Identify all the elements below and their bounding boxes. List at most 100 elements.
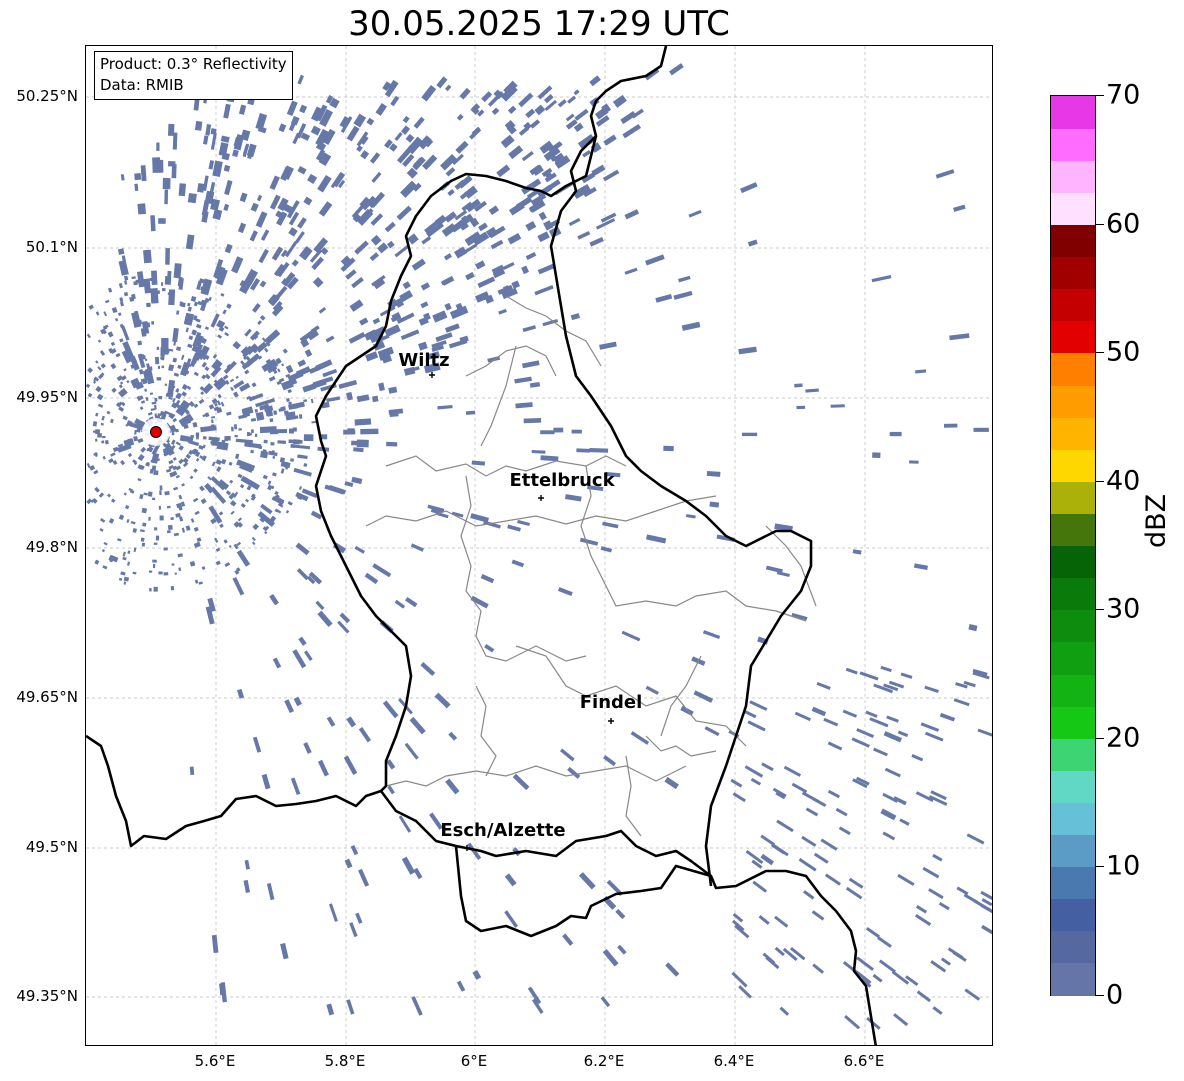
echo-cell bbox=[266, 882, 275, 901]
echo-cell bbox=[272, 495, 285, 505]
echo-cell bbox=[182, 457, 189, 464]
radar-map[interactable] bbox=[85, 45, 993, 1046]
echo-cell bbox=[386, 240, 395, 249]
canton-borders bbox=[365, 295, 817, 837]
echo-cell bbox=[123, 275, 129, 281]
echo-cell bbox=[351, 476, 363, 485]
colorbar-tick-label: 70 bbox=[1106, 79, 1141, 111]
echo-cell bbox=[95, 385, 102, 393]
echo-cell bbox=[484, 644, 495, 653]
lon-label: 6.2°E bbox=[583, 1052, 625, 1070]
echo-cell bbox=[188, 335, 194, 341]
echo-cell bbox=[238, 414, 248, 420]
echo-cell bbox=[370, 213, 384, 226]
echo-cell bbox=[286, 200, 300, 219]
echo-cell bbox=[525, 251, 537, 260]
echo-cell bbox=[138, 369, 144, 375]
echo-cell bbox=[353, 113, 367, 128]
echo-cell bbox=[261, 358, 278, 373]
echo-cell bbox=[938, 901, 950, 911]
echo-cell bbox=[872, 452, 881, 459]
echo-cell bbox=[259, 450, 269, 459]
colorbar-tick bbox=[1096, 737, 1104, 739]
echo-cell bbox=[178, 494, 183, 500]
echo-cell bbox=[290, 458, 295, 462]
echo-cell bbox=[119, 338, 124, 343]
echo-cell bbox=[237, 222, 247, 234]
echo-cell bbox=[758, 915, 770, 925]
echo-cell bbox=[278, 123, 287, 133]
echo-cell bbox=[164, 383, 168, 386]
echo-cell bbox=[315, 149, 326, 161]
echo-cell bbox=[259, 404, 270, 411]
colorbar-segment bbox=[1051, 962, 1095, 996]
echo-cell bbox=[882, 831, 896, 841]
echo-cell bbox=[315, 600, 325, 611]
colorbar-segment bbox=[1051, 930, 1095, 964]
echo-cell bbox=[470, 595, 489, 609]
colorbar-segment bbox=[1051, 352, 1095, 386]
echo-cell bbox=[591, 164, 606, 177]
echo-cell bbox=[230, 386, 234, 392]
echo-cell bbox=[502, 261, 515, 271]
echo-cell bbox=[716, 534, 735, 542]
echo-cell bbox=[210, 419, 214, 424]
echo-cell bbox=[161, 365, 165, 369]
echo-cell bbox=[218, 142, 229, 157]
echo-cell bbox=[161, 282, 164, 286]
echo-cell bbox=[470, 103, 481, 114]
echo-cell bbox=[255, 211, 268, 228]
echo-cell bbox=[311, 421, 317, 424]
echo-cell bbox=[110, 363, 117, 370]
city-marker-wiltz bbox=[429, 372, 435, 378]
echo-cell bbox=[210, 132, 217, 150]
echo-cell bbox=[322, 128, 336, 146]
echo-cell bbox=[567, 766, 581, 779]
echo-cell bbox=[243, 355, 248, 360]
echo-cell bbox=[865, 927, 881, 939]
echo-cell bbox=[750, 777, 762, 786]
echo-cell bbox=[617, 944, 627, 955]
echo-cell bbox=[155, 535, 160, 541]
echo-cell bbox=[940, 957, 951, 966]
echo-cell bbox=[271, 246, 284, 261]
echo-cell bbox=[194, 510, 200, 516]
echo-cell bbox=[600, 546, 612, 553]
echo-cell bbox=[240, 502, 246, 508]
echo-cell bbox=[193, 301, 198, 307]
echo-cell bbox=[110, 452, 116, 457]
echo-cell bbox=[418, 341, 428, 351]
echo-cell bbox=[552, 152, 565, 164]
echo-cell bbox=[325, 335, 335, 343]
echo-cell bbox=[350, 845, 359, 856]
echo-cell bbox=[752, 880, 768, 893]
echo-cell bbox=[244, 369, 250, 375]
echo-cell bbox=[964, 988, 981, 1001]
echo-cell bbox=[168, 464, 175, 470]
echo-cell bbox=[233, 543, 239, 550]
echo-cell bbox=[276, 285, 288, 299]
echo-cell bbox=[915, 369, 927, 374]
echo-cell bbox=[117, 248, 125, 255]
echo-cell bbox=[577, 134, 596, 150]
echo-cell bbox=[842, 709, 858, 718]
colorbar-segment bbox=[1051, 128, 1095, 161]
echo-cell bbox=[196, 541, 201, 547]
echo-cell bbox=[143, 492, 148, 496]
echo-cell bbox=[153, 470, 159, 476]
echo-cell bbox=[449, 305, 469, 320]
echo-cell bbox=[582, 150, 591, 158]
echo-cell bbox=[117, 443, 132, 453]
echo-cell bbox=[583, 186, 597, 198]
colorbar-tick-label: 20 bbox=[1106, 722, 1141, 754]
echo-cell bbox=[224, 332, 230, 337]
echo-cell bbox=[175, 393, 182, 400]
echo-cell bbox=[268, 375, 276, 382]
city-label-esch-alzette: Esch/Alzette bbox=[440, 820, 566, 841]
colorbar-segment bbox=[1051, 770, 1095, 803]
echo-cell bbox=[189, 475, 194, 480]
echo-cell bbox=[317, 759, 329, 777]
echo-cell bbox=[122, 415, 128, 421]
echo-cell bbox=[133, 547, 137, 553]
echo-cell bbox=[477, 109, 485, 117]
